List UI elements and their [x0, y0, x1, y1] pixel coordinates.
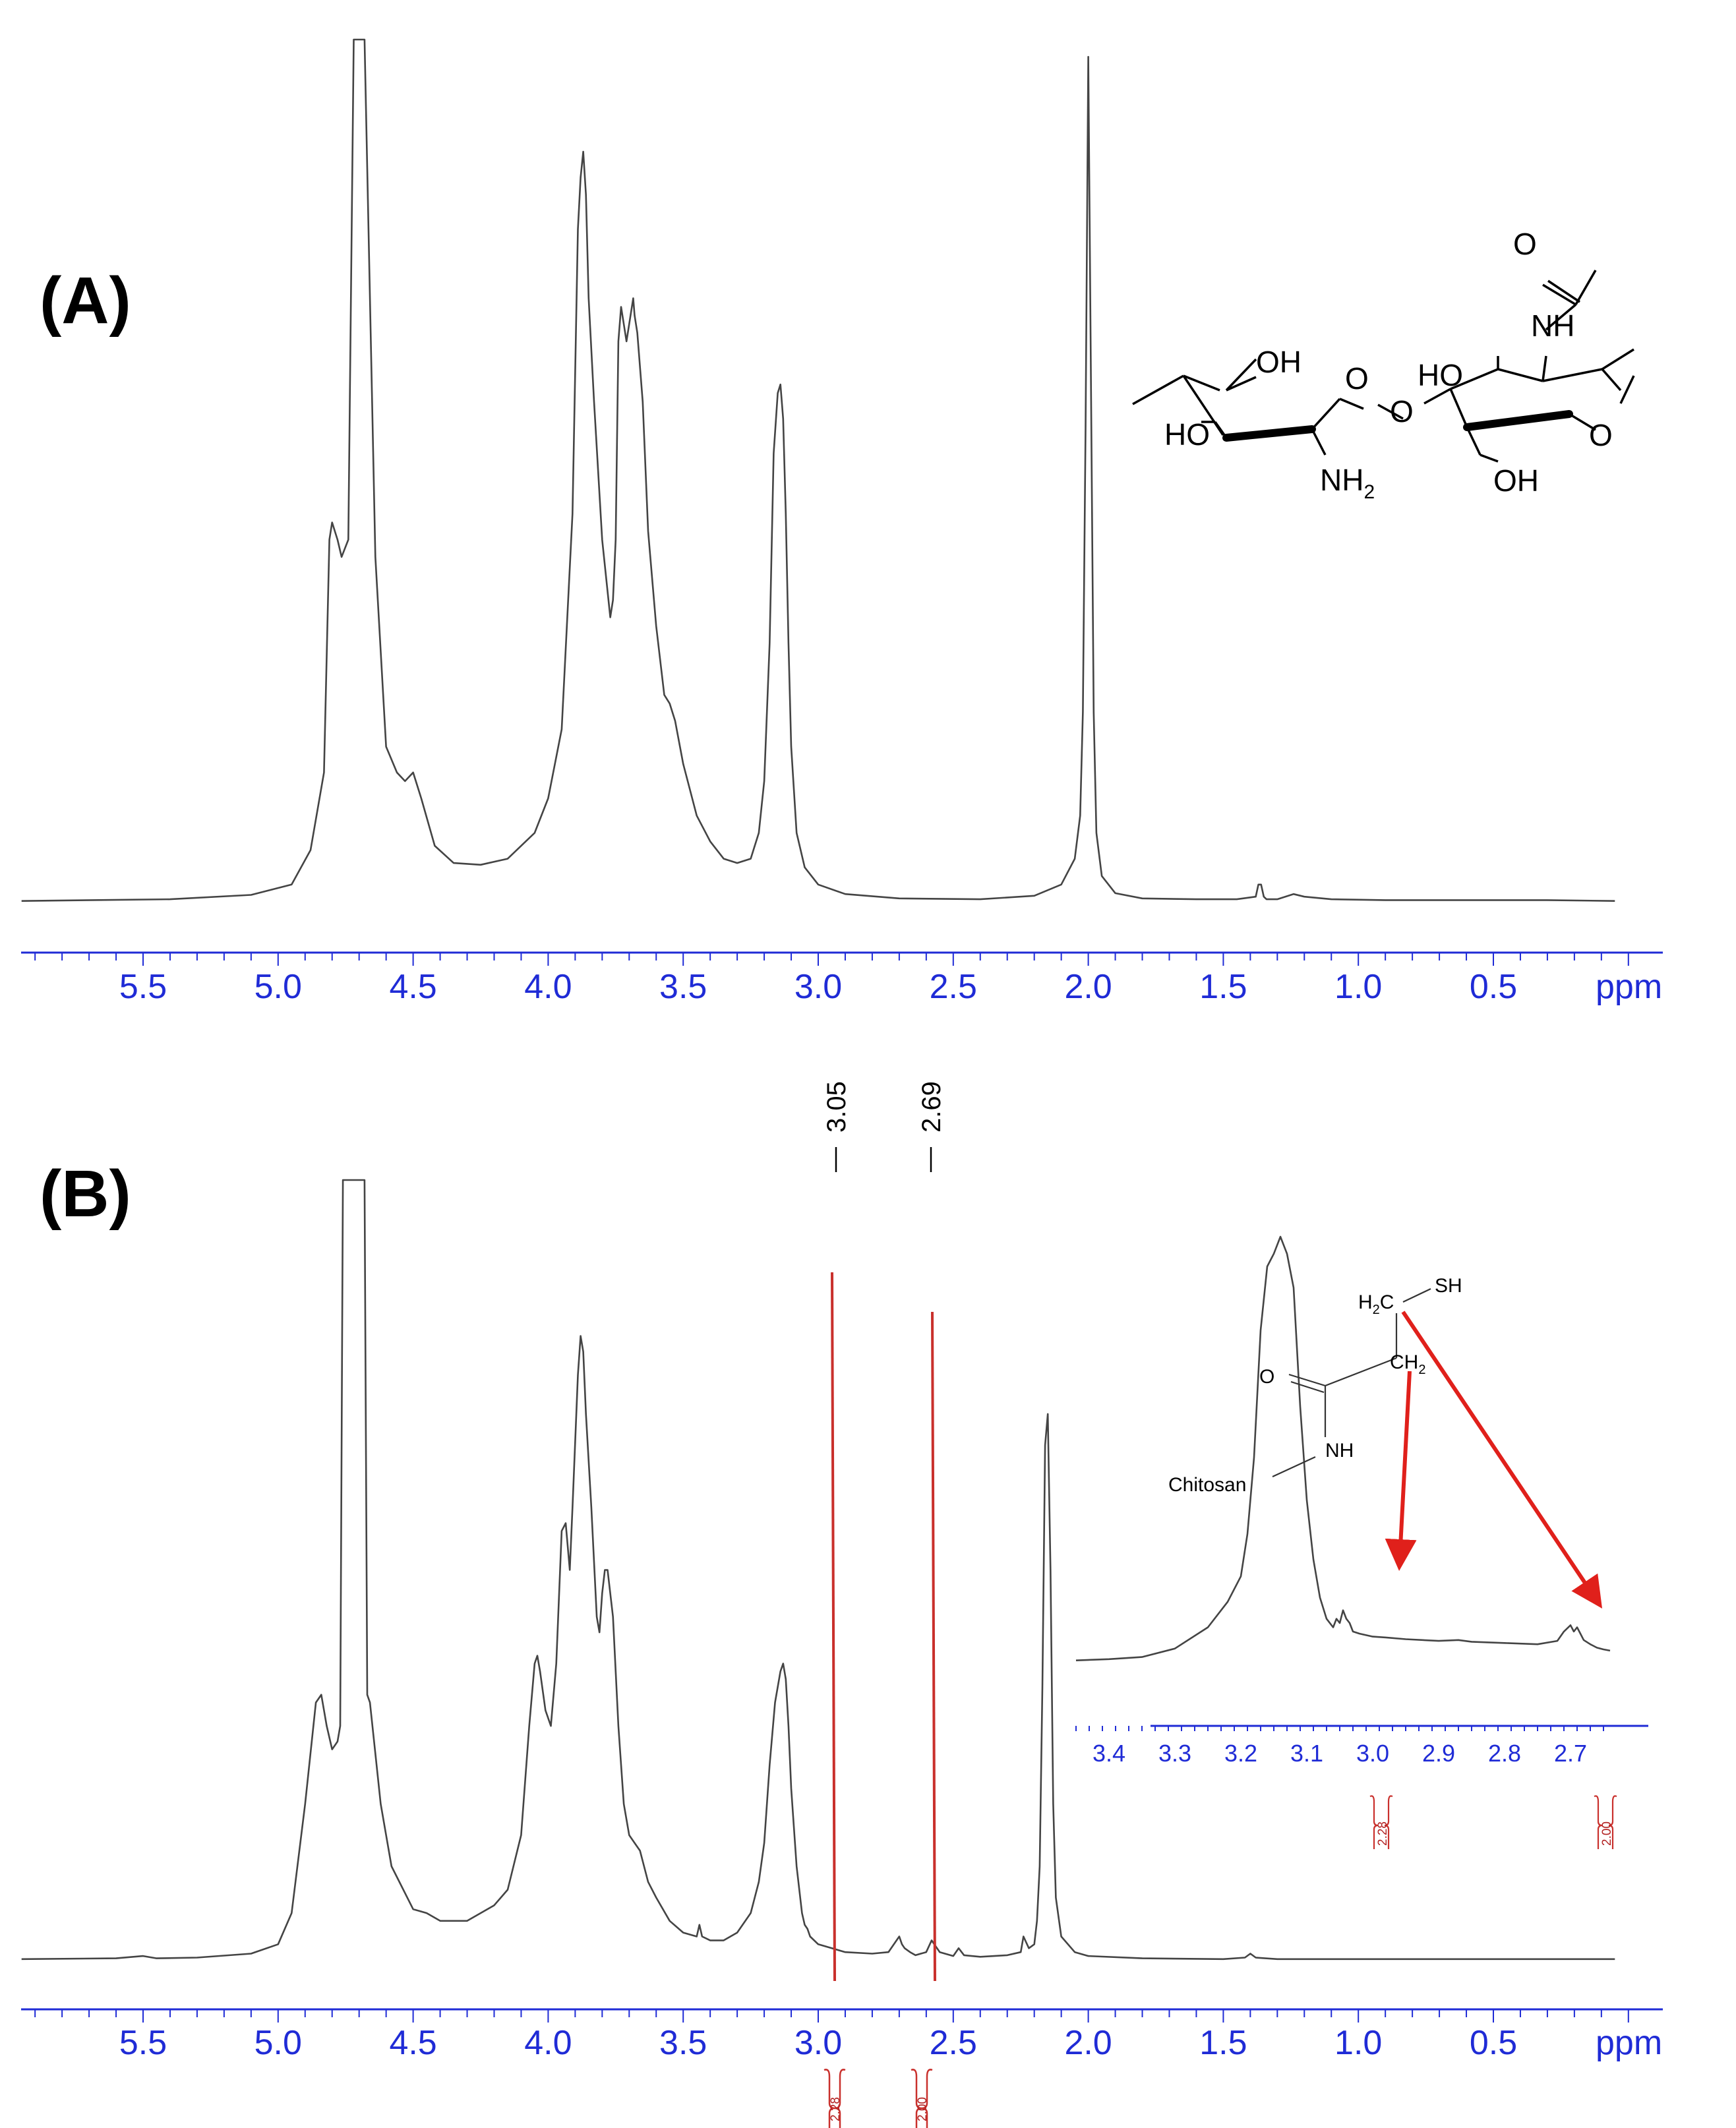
panel-b-label: (B)	[40, 1157, 131, 1231]
structure-ho-left: HO	[1164, 417, 1210, 452]
peak-label-3-05: 3.05	[822, 1081, 851, 1172]
chitosan-structure: OH O HO NH2 O HO NH O O OH	[1132, 227, 1635, 503]
structure-nh: NH	[1531, 309, 1574, 343]
structure-oh-top: OH	[1256, 345, 1302, 379]
structure-oh-bottom: OH	[1493, 463, 1539, 498]
integral-value-2-69: 2.00	[916, 2097, 930, 2121]
panel-b: (B) 3.05 2.69 5.5 5.0 4.5 4.0 3.5 3.0 2.5 2.0 1.…	[21, 1081, 1663, 2128]
peak-label-3-05-text: 3.05	[822, 1081, 851, 1133]
ligand-nh: NH	[1325, 1440, 1354, 1462]
panel-b-tick-label: 0.5	[1470, 2024, 1517, 2062]
integral-curve-3-05	[831, 1272, 836, 1982]
inset-tick-label: 3.3	[1158, 1740, 1191, 1767]
panel-b-tick-label: 5.0	[254, 2024, 302, 2062]
integral-value-3-05: 2.28	[829, 2097, 843, 2121]
panel-a-tick-label: 2.0	[1064, 968, 1112, 1006]
integral-marker-3-05: 2.28	[823, 2069, 846, 2128]
structure-o-ring1: O	[1345, 361, 1369, 396]
panel-b-tick-label: 3.0	[794, 2024, 842, 2062]
inset-tick-label: 2.7	[1554, 1740, 1587, 1767]
panel-a-tick-label: 1.0	[1334, 968, 1382, 1006]
zoom-inset: 3.4 3.3 3.2 3.1 3.0 2.9 2.8 2.7 2.28 2.00	[1075, 1235, 1648, 1849]
inset-tick-label: 3.1	[1290, 1740, 1323, 1767]
panel-b-tick-label: 3.5	[659, 2024, 707, 2062]
panel-a-tick-label: 5.5	[119, 968, 167, 1006]
panel-a-tick-label: 5.0	[254, 968, 302, 1006]
panel-a-tick-label: 0.5	[1470, 968, 1517, 1006]
panel-a-unit-label: ppm	[1596, 968, 1662, 1006]
structure-nh2: NH2	[1320, 463, 1375, 503]
structure-o-ring2: O	[1589, 418, 1613, 452]
ligand-sh: SH	[1435, 1275, 1462, 1297]
inset-integral-value-3-05: 2.28	[1376, 1821, 1390, 1846]
panel-a-x-axis: 5.5 5.0 4.5 4.0 3.5 3.0 2.5 2.0 1.5 1.0 0.5 ppm	[21, 951, 1663, 1006]
ligand-o: O	[1259, 1366, 1274, 1388]
inset-tick-label: 3.2	[1224, 1740, 1257, 1767]
arrow-to-2-69	[1401, 1311, 1603, 1609]
panel-b-tick-label: 2.0	[1064, 2024, 1112, 2062]
integral-curve-2-69	[931, 1311, 936, 1982]
inset-tick-label: 3.4	[1092, 1740, 1125, 1767]
inset-spectrum-line	[1075, 1235, 1611, 1661]
inset-tick-label: 2.8	[1488, 1740, 1521, 1767]
panel-a-tick-label: 1.5	[1199, 968, 1247, 1006]
ligand-h2c: H2C	[1358, 1291, 1394, 1317]
ligand-ch2: CH2	[1390, 1351, 1425, 1377]
panel-b-tick-label: 4.5	[389, 2024, 436, 2062]
structure-o-link: O	[1390, 394, 1414, 429]
panel-a: (A) 5.5 5.0 4.5 4.0 3.5 3.0 2.5 2.0 1.5 1.0 0.5 pp…	[21, 38, 1663, 1006]
peak-label-2-69-text: 2.69	[917, 1081, 946, 1133]
inset-integral-marker-3-05: 2.28	[1369, 1795, 1393, 1849]
panel-a-label: (A)	[40, 264, 131, 338]
peak-label-2-69: 2.69	[917, 1081, 946, 1172]
thiol-ligand-structure: SH H2C CH2 O NH Chitosan	[1168, 1275, 1603, 1609]
panel-b-tick-label: 5.5	[119, 2024, 167, 2062]
panel-a-tick-label: 3.0	[794, 968, 842, 1006]
inset-x-axis: 3.4 3.3 3.2 3.1 3.0 2.9 2.8 2.7	[1075, 1725, 1648, 1767]
panel-b-x-axis: 5.5 5.0 4.5 4.0 3.5 3.0 2.5 2.0 1.5 1.0 0.5 ppm	[21, 2008, 1663, 2062]
panel-b-tick-label: 4.0	[524, 2024, 572, 2062]
panel-b-tick-label: 2.5	[930, 2024, 977, 2062]
panel-a-tick-label: 2.5	[930, 968, 977, 1006]
panel-b-unit-label: ppm	[1596, 2024, 1662, 2062]
panel-a-tick-label: 4.0	[524, 968, 572, 1006]
structure-o-carbonyl: O	[1513, 227, 1537, 261]
ligand-chitosan: Chitosan	[1168, 1474, 1246, 1496]
structure-ho-right: HO	[1418, 358, 1463, 392]
inset-integral-value-2-69: 2.00	[1600, 1821, 1614, 1846]
arrow-to-3-05	[1385, 1371, 1417, 1571]
panel-b-tick-label: 1.5	[1199, 2024, 1247, 2062]
integral-marker-2-69: 2.00	[911, 2069, 933, 2128]
inset-tick-label: 2.9	[1422, 1740, 1455, 1767]
inset-tick-label: 3.0	[1356, 1740, 1389, 1767]
panel-a-tick-label: 4.5	[389, 968, 436, 1006]
panel-a-tick-label: 3.5	[659, 968, 707, 1006]
spectrum-b-line	[21, 1179, 1615, 1961]
spectrum-a-line	[21, 38, 1615, 902]
panel-b-tick-label: 1.0	[1334, 2024, 1382, 2062]
inset-integral-marker-2-69: 2.00	[1594, 1795, 1617, 1849]
